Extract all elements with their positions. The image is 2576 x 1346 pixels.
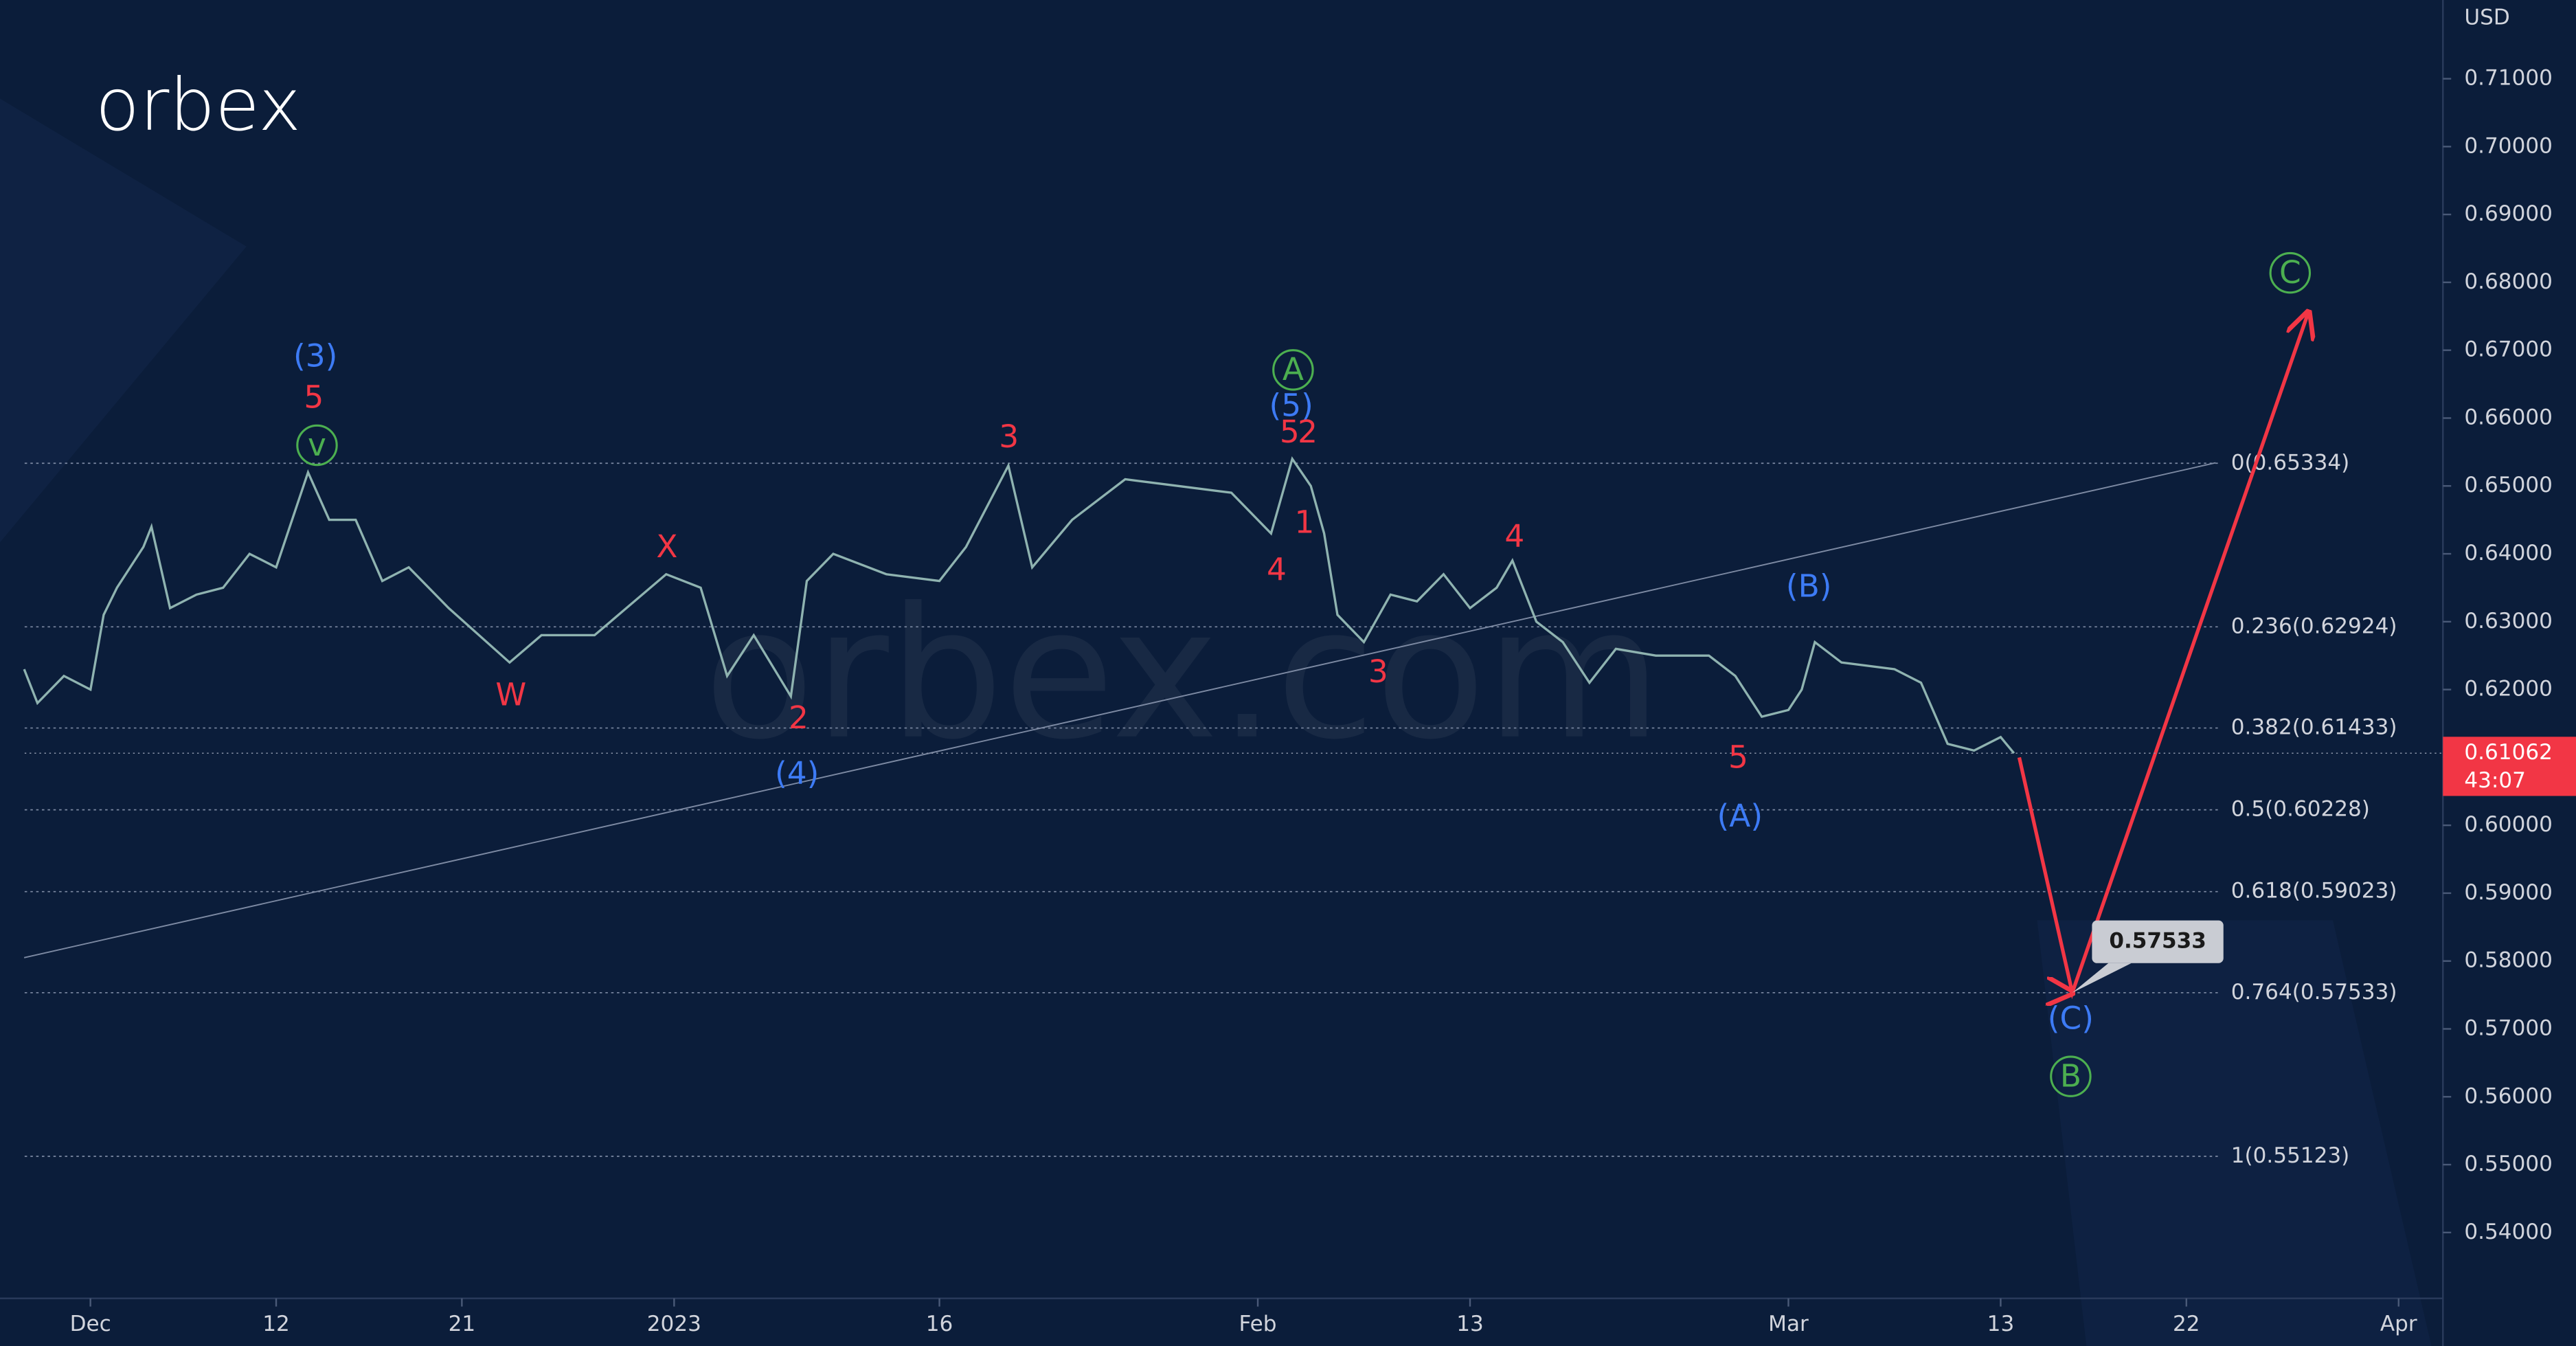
- y-tick-label: 0.59000: [2464, 880, 2553, 905]
- wave-label: (5): [1269, 388, 1313, 424]
- wave-label: A: [1283, 351, 1304, 388]
- y-tick-label: 0.55000: [2464, 1152, 2553, 1176]
- wave-label: B: [2060, 1058, 2081, 1095]
- wave-label: (4): [775, 755, 819, 792]
- fib-label: 0.5(0.60228): [2231, 797, 2370, 822]
- projection: [2017, 312, 2308, 992]
- plot: 0.71000 0.70000 0.69000 0.68000 0.67000 0.660…: [23, 66, 2576, 1336]
- wave-label: C: [2279, 254, 2301, 291]
- wave-label: 3: [1368, 653, 1388, 690]
- wave-label: (C): [2048, 1000, 2094, 1037]
- x-tick-label: Mar: [1768, 1312, 1809, 1336]
- wave-label: W: [495, 676, 526, 713]
- wave-label: 2: [789, 699, 809, 736]
- y-tick-label: 0.66000: [2464, 405, 2553, 429]
- fib-label: 0.236(0.62924): [2231, 614, 2397, 638]
- y-tick-label: 0.54000: [2464, 1220, 2553, 1244]
- target-callout: [2092, 920, 2224, 963]
- y-tick-label: 0.69000: [2464, 201, 2553, 226]
- decor: [2037, 920, 2432, 1346]
- x-tick-label: 12: [262, 1312, 290, 1336]
- wave-label: X: [656, 528, 677, 565]
- y-tick-label: 0.63000: [2464, 609, 2553, 633]
- y-tick-label: 0.60000: [2464, 812, 2553, 837]
- wave-circle: [296, 424, 338, 467]
- trendline: [23, 462, 2216, 958]
- x-tick-label: Feb: [1239, 1312, 1277, 1336]
- x-tick-label: Apr: [2380, 1312, 2417, 1336]
- y-tick-label: 0.71000: [2464, 66, 2553, 91]
- wave-label: 4: [1267, 552, 1287, 588]
- wave-label: 5: [304, 379, 324, 416]
- fib-label: 0.382(0.61433): [2231, 715, 2397, 740]
- y-tick-label: 0.68000: [2464, 269, 2553, 294]
- wave-label: 2: [1298, 414, 1318, 450]
- fib-label: 0(0.65334): [2231, 450, 2350, 475]
- wave-label: (A): [1717, 798, 1763, 834]
- logo: orbex: [95, 63, 302, 147]
- price-line: [23, 456, 2015, 754]
- countdown: 43:07: [2464, 768, 2526, 793]
- target-label: 0.57533: [2109, 929, 2206, 954]
- y-tick-label: 0.58000: [2464, 948, 2553, 973]
- wave-label: 3: [999, 418, 1019, 455]
- currency: USD: [2464, 5, 2509, 30]
- fib-label: 1(0.55123): [2231, 1143, 2350, 1168]
- watermark: orbex.com: [704, 570, 1662, 780]
- x-tick-label: 13: [1987, 1312, 2015, 1336]
- x-tick-label: 2023: [647, 1312, 701, 1336]
- wave-label: (3): [293, 337, 337, 374]
- y-tick-label: 0.70000: [2464, 133, 2553, 158]
- x-tick-label: Dec: [70, 1312, 111, 1336]
- x-tick-label: 21: [449, 1312, 476, 1336]
- wave-label: 4: [1504, 518, 1524, 554]
- fib-label: 0.764(0.57533): [2231, 980, 2397, 1005]
- wave-circle: [2269, 251, 2312, 294]
- wave-circle: [1272, 349, 1314, 391]
- x-tick-label: 22: [2173, 1312, 2200, 1336]
- x-tick-label: 13: [1456, 1312, 1484, 1336]
- x-tick-label: 16: [926, 1312, 953, 1336]
- wave-label: 1: [1295, 504, 1315, 540]
- fib-label: 0.618(0.59023): [2231, 879, 2397, 904]
- price-tag-value: 0.61062: [2464, 740, 2553, 765]
- wave-label: (B): [1786, 568, 1832, 604]
- y-tick-label: 0.67000: [2464, 337, 2553, 362]
- wave-label: v: [308, 427, 326, 463]
- y-tick-label: 0.62000: [2464, 677, 2553, 702]
- y-tick-label: 0.57000: [2464, 1016, 2553, 1040]
- y-tick-label: 0.65000: [2464, 473, 2553, 497]
- wave-label: 5: [1728, 739, 1748, 775]
- y-tick-label: 0.64000: [2464, 541, 2553, 565]
- wave-circle: [2050, 1055, 2092, 1097]
- y-tick-label: 0.56000: [2464, 1084, 2553, 1108]
- price-tag: [2443, 737, 2576, 796]
- wave-label: 5: [1280, 414, 1300, 450]
- decor: [0, 98, 247, 543]
